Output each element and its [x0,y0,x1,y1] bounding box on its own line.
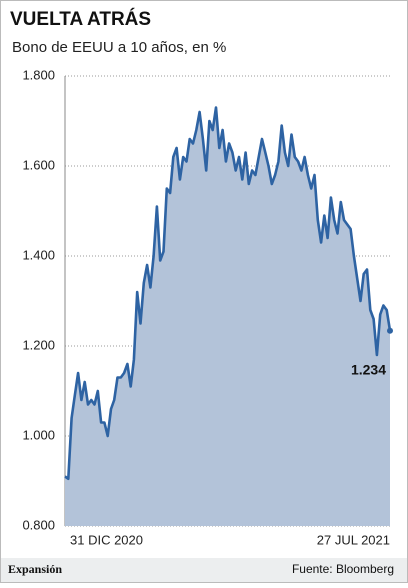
y-tick-label: 1.600 [22,157,55,172]
brand: Expansión [8,562,62,576]
source: Fuente: Bloomberg [292,562,394,576]
y-tick-label: 0.800 [22,517,55,532]
chart-subtitle: Bono de EEUU a 10 años, en % [12,39,226,56]
y-tick-label: 1.400 [22,247,55,262]
x-tick-label: 31 DIC 2020 [70,532,143,547]
x-tick-label: 27 JUL 2021 [317,532,390,547]
line [64,106,392,481]
area [65,107,390,526]
value-label: 1.234 [351,361,386,377]
end-point [387,327,393,334]
y-tick-label: 1.000 [22,427,55,442]
chart-title: VUELTA ATRÁS [10,8,151,30]
y-tick-label: 1.200 [22,337,55,352]
footer-bar [1,558,407,582]
y-tick-label: 1.800 [22,67,55,82]
